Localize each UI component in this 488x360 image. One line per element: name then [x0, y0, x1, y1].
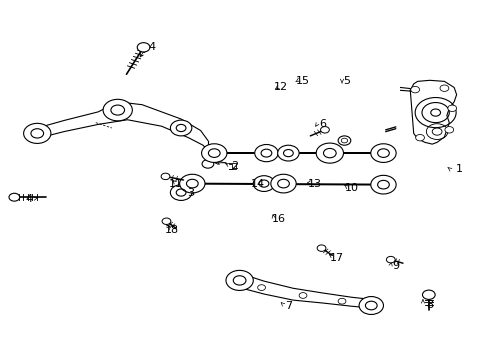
- Text: 15: 15: [295, 76, 309, 86]
- Text: 1: 1: [455, 164, 462, 174]
- Circle shape: [254, 144, 278, 162]
- Polygon shape: [409, 80, 456, 144]
- Circle shape: [170, 185, 191, 201]
- Text: 5: 5: [343, 76, 350, 86]
- Circle shape: [170, 120, 191, 136]
- Circle shape: [422, 290, 434, 300]
- Text: 10: 10: [344, 183, 358, 193]
- Circle shape: [270, 174, 296, 193]
- Circle shape: [23, 123, 51, 143]
- Circle shape: [257, 285, 265, 291]
- Text: 16: 16: [271, 215, 285, 224]
- Circle shape: [320, 127, 329, 133]
- Circle shape: [370, 175, 395, 194]
- Circle shape: [162, 218, 170, 225]
- Circle shape: [179, 174, 204, 193]
- Circle shape: [439, 85, 448, 91]
- Text: 11: 11: [169, 179, 183, 189]
- Circle shape: [337, 136, 350, 145]
- Circle shape: [225, 270, 253, 291]
- Text: 2: 2: [231, 161, 238, 171]
- Text: 9: 9: [391, 261, 398, 271]
- Text: 14: 14: [250, 179, 264, 189]
- Circle shape: [253, 176, 274, 192]
- Text: 6: 6: [318, 120, 325, 129]
- Circle shape: [277, 145, 299, 161]
- Circle shape: [202, 159, 213, 168]
- Circle shape: [316, 143, 343, 163]
- Circle shape: [337, 298, 345, 304]
- Text: 17: 17: [329, 253, 344, 263]
- Circle shape: [137, 42, 150, 52]
- Text: 13: 13: [307, 179, 322, 189]
- Text: 8: 8: [426, 300, 432, 310]
- Circle shape: [317, 245, 325, 251]
- Circle shape: [370, 144, 395, 162]
- Text: 12: 12: [273, 82, 287, 93]
- Circle shape: [299, 293, 306, 298]
- Circle shape: [386, 256, 394, 263]
- Text: 7: 7: [284, 301, 291, 311]
- Circle shape: [410, 86, 419, 93]
- Circle shape: [103, 99, 132, 121]
- Circle shape: [358, 297, 383, 315]
- Text: 3: 3: [187, 188, 194, 198]
- Circle shape: [447, 105, 456, 112]
- Circle shape: [444, 127, 453, 133]
- Circle shape: [201, 144, 226, 162]
- Circle shape: [161, 173, 169, 180]
- Text: 18: 18: [165, 225, 179, 235]
- Text: 4: 4: [148, 42, 155, 52]
- Circle shape: [9, 193, 20, 201]
- Text: 4: 4: [25, 194, 33, 204]
- Circle shape: [415, 134, 424, 141]
